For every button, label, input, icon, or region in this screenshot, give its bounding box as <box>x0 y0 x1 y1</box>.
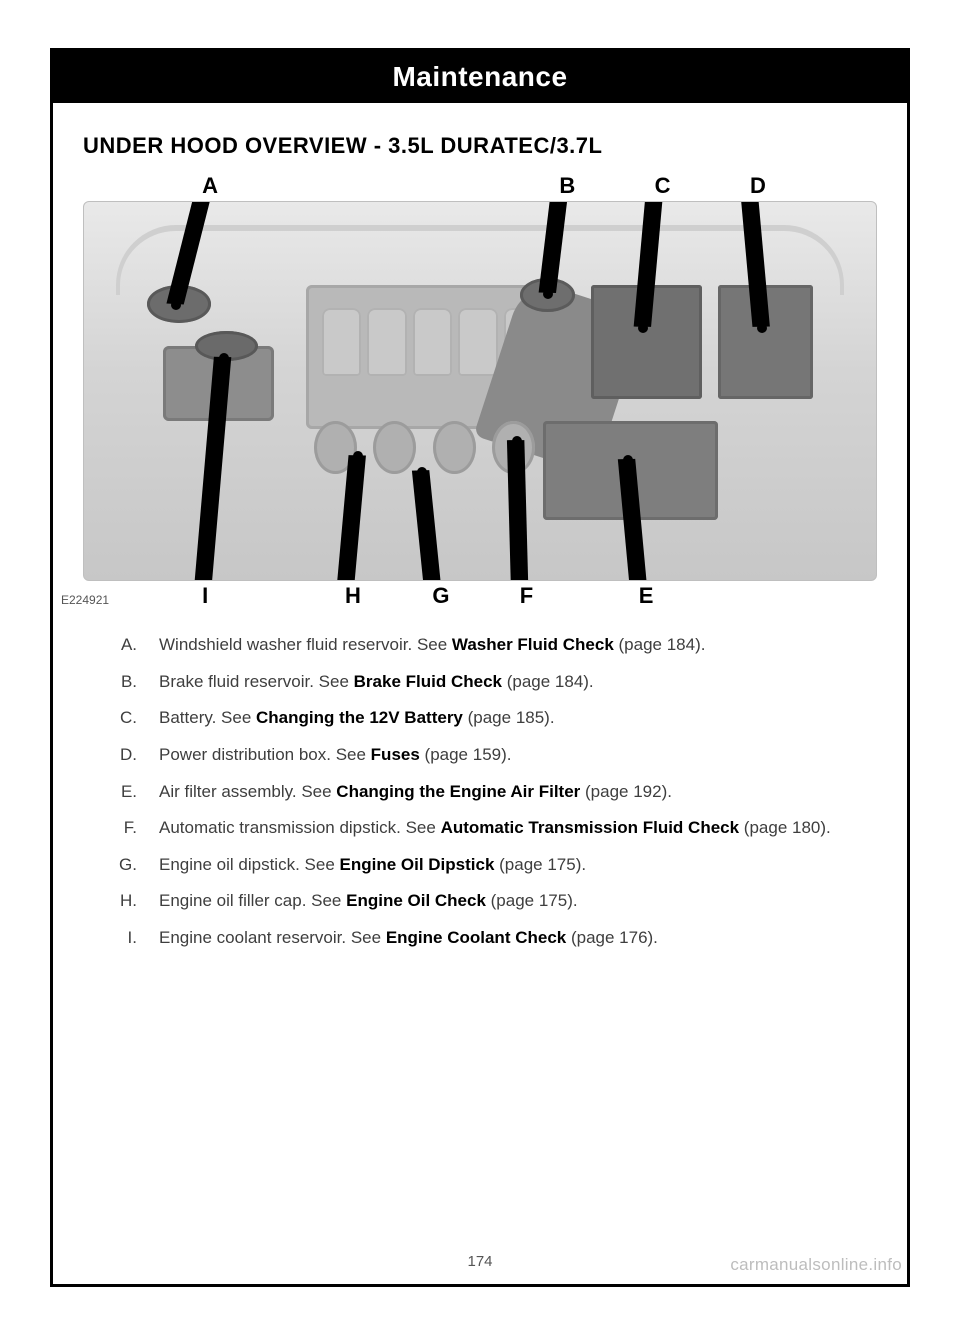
legend-text: Battery. See Changing the 12V Battery (p… <box>159 706 851 731</box>
legend-ref: Automatic Transmission Fluid Check <box>441 818 740 837</box>
legend-letter: H. <box>109 889 137 914</box>
legend-text: Engine coolant reservoir. See Engine Coo… <box>159 926 851 951</box>
section-title: UNDER HOOD OVERVIEW - 3.5L DURATEC/3.7L <box>53 103 907 173</box>
legend-row: F. Automatic transmission dipstick. See A… <box>109 810 851 847</box>
watermark: carmanualsonline.info <box>730 1255 902 1275</box>
legend-row: E. Air filter assembly. See Changing the … <box>109 774 851 811</box>
legend-text: Engine oil dipstick. See Engine Oil Dips… <box>159 853 851 878</box>
figure-label-H: H <box>345 583 361 609</box>
legend-ref: Washer Fluid Check <box>452 635 614 654</box>
legend-ref: Engine Oil Dipstick <box>340 855 495 874</box>
figure-label-A: A <box>202 173 218 199</box>
figure-label-E: E <box>639 583 654 609</box>
legend-list: A. Windshield washer fluid reservoir. See… <box>53 609 907 957</box>
legend-letter: F. <box>109 816 137 841</box>
figure-label-G: G <box>432 583 449 609</box>
page: Maintenance UNDER HOOD OVERVIEW - 3.5L D… <box>0 0 960 1337</box>
figure-label-C: C <box>655 173 671 199</box>
legend-row: I. Engine coolant reservoir. See Engine C… <box>109 920 851 957</box>
legend-letter: C. <box>109 706 137 731</box>
legend-ref: Engine Oil Check <box>346 891 486 910</box>
legend-letter: G. <box>109 853 137 878</box>
figure-bottom-labels: E224921 IHGFE <box>83 581 877 609</box>
legend-text: Power distribution box. See Fuses (page … <box>159 743 851 768</box>
engine-illustration <box>83 201 877 581</box>
legend-letter: D. <box>109 743 137 768</box>
legend-text: Windshield washer fluid reservoir. See W… <box>159 633 851 658</box>
legend-row: A. Windshield washer fluid reservoir. See… <box>109 627 851 664</box>
legend-letter: E. <box>109 780 137 805</box>
legend-row: G. Engine oil dipstick. See Engine Oil Di… <box>109 847 851 884</box>
figure: A B C D <box>53 173 907 609</box>
figure-label-F: F <box>520 583 533 609</box>
legend-row: B. Brake fluid reservoir. See Brake Fluid… <box>109 664 851 701</box>
legend-ref: Changing the Engine Air Filter <box>336 782 580 801</box>
header-title: Maintenance <box>392 61 567 93</box>
figure-label-B: B <box>559 173 575 199</box>
legend-letter: B. <box>109 670 137 695</box>
legend-ref: Engine Coolant Check <box>386 928 566 947</box>
legend-row: C. Battery. See Changing the 12V Battery … <box>109 700 851 737</box>
figure-id: E224921 <box>61 593 109 607</box>
page-frame: Maintenance UNDER HOOD OVERVIEW - 3.5L D… <box>50 48 910 1287</box>
legend-letter: A. <box>109 633 137 658</box>
figure-top-labels: A B C D <box>83 173 877 201</box>
legend-ref: Fuses <box>371 745 420 764</box>
legend-ref: Changing the 12V Battery <box>256 708 463 727</box>
figure-label-D: D <box>750 173 766 199</box>
figure-label-I: I <box>202 583 208 609</box>
legend-text: Automatic transmission dipstick. See Aut… <box>159 816 851 841</box>
legend-ref: Brake Fluid Check <box>354 672 502 691</box>
legend-text: Air filter assembly. See Changing the En… <box>159 780 851 805</box>
header-bar: Maintenance <box>53 51 907 103</box>
legend-letter: I. <box>109 926 137 951</box>
legend-row: H. Engine oil filler cap. See Engine Oil … <box>109 883 851 920</box>
legend-text: Engine oil filler cap. See Engine Oil Ch… <box>159 889 851 914</box>
legend-text: Brake fluid reservoir. See Brake Fluid C… <box>159 670 851 695</box>
legend-row: D. Power distribution box. See Fuses (pag… <box>109 737 851 774</box>
